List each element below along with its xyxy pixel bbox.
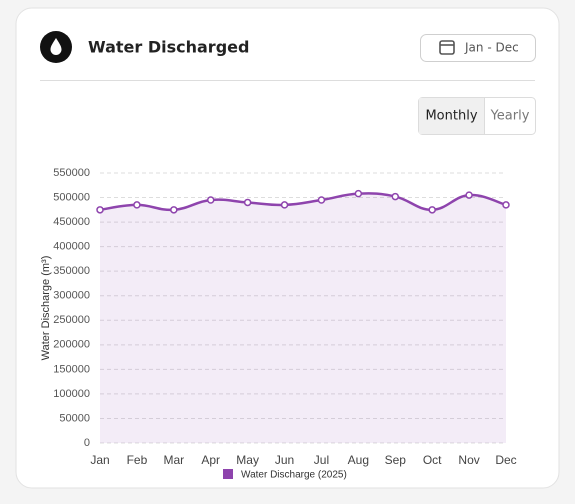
x-tick-label: Aug bbox=[348, 453, 369, 467]
x-tick-label: Dec bbox=[495, 453, 516, 467]
toggle-group: Monthly Yearly bbox=[418, 97, 536, 135]
y-tick-label: 350000 bbox=[53, 265, 90, 277]
point bbox=[465, 191, 473, 199]
x-tick-label: Jan bbox=[90, 453, 109, 467]
y-tick-label: 0 bbox=[84, 437, 90, 449]
point bbox=[280, 201, 289, 209]
point bbox=[206, 196, 215, 204]
y-axis-title: Water Discharge (m³) bbox=[40, 256, 52, 361]
toggle-option[interactable]: Monthly bbox=[425, 109, 477, 124]
point bbox=[243, 198, 252, 207]
x-tick-label: May bbox=[236, 453, 259, 467]
point bbox=[354, 189, 363, 198]
date-button[interactable]: Jan - Dec bbox=[420, 34, 536, 62]
y-tick-label: 400000 bbox=[53, 241, 90, 253]
calendar-icon bbox=[439, 40, 455, 55]
x-tick-label: Nov bbox=[458, 453, 479, 467]
point bbox=[391, 192, 400, 201]
point bbox=[133, 201, 141, 209]
x-tick-label: Jul bbox=[314, 453, 329, 467]
toggle-option[interactable]: Yearly bbox=[490, 109, 530, 124]
y-tick-label: 500000 bbox=[53, 191, 90, 203]
drop-glyph bbox=[50, 38, 62, 55]
chart: 0 50000 100000 150000 200000 250000 300000 3500… bbox=[40, 167, 517, 481]
y-tick-label: 50000 bbox=[59, 412, 90, 424]
y-tick-label: 450000 bbox=[53, 216, 90, 228]
legend-label: Water Discharge (2025) bbox=[241, 470, 347, 481]
y-tick-label: 250000 bbox=[53, 314, 90, 326]
y-tick-label: 150000 bbox=[53, 363, 90, 375]
area bbox=[100, 193, 506, 443]
y-tick-label: 200000 bbox=[53, 339, 90, 351]
y-tick-label: 550000 bbox=[53, 167, 90, 179]
point bbox=[428, 206, 436, 214]
point bbox=[170, 206, 178, 214]
card-title: Water Discharged bbox=[88, 38, 249, 57]
x-tick-label: Jun bbox=[275, 453, 294, 467]
y-tick-label: 100000 bbox=[53, 388, 90, 400]
legend-swatch bbox=[223, 469, 233, 479]
date-range[interactable]: Jan - Dec bbox=[464, 41, 519, 55]
x-tick-label: Oct bbox=[423, 453, 442, 467]
point bbox=[502, 201, 510, 209]
x-tick-label: Feb bbox=[127, 453, 148, 467]
point bbox=[96, 206, 104, 214]
point bbox=[317, 196, 326, 204]
y-tick-label: 300000 bbox=[53, 290, 90, 302]
x-tick-label: Mar bbox=[163, 453, 184, 467]
x-tick-label: Sep bbox=[385, 453, 407, 467]
x-tick-label: Apr bbox=[201, 453, 220, 467]
toggle-selected bbox=[419, 98, 484, 134]
